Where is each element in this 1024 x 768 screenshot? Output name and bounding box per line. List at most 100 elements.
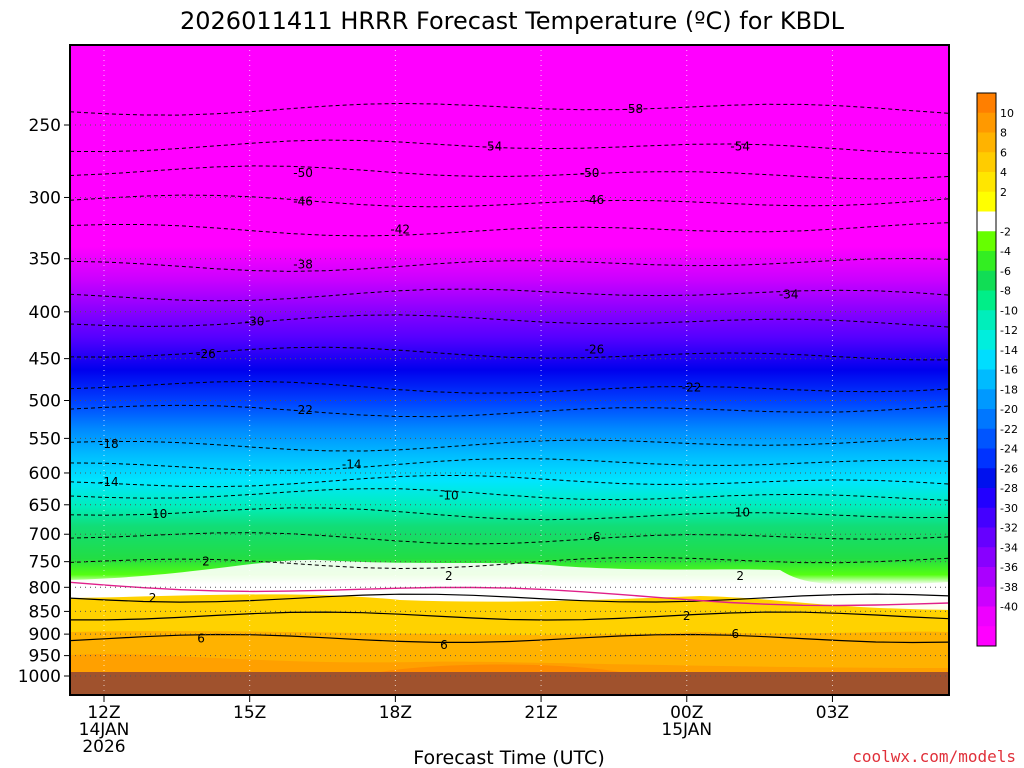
x-tick-label: 18Z bbox=[379, 703, 412, 723]
x-tick-label: 21Z bbox=[524, 703, 557, 723]
grid bbox=[70, 45, 949, 695]
contour-label: 2 bbox=[149, 591, 157, 605]
colorbar-label: -18 bbox=[1000, 383, 1018, 396]
contour-label: -50 bbox=[580, 166, 600, 180]
y-tick-label: 350 bbox=[29, 250, 61, 270]
contour-label: -22 bbox=[293, 403, 313, 417]
contour-label: 2 bbox=[202, 555, 210, 569]
y-tick-label: 400 bbox=[29, 303, 61, 323]
x-axis-label: Forecast Time (UTC) bbox=[413, 747, 604, 768]
colorbar-swatch bbox=[977, 132, 996, 153]
contour-label: 6 bbox=[440, 638, 448, 652]
x-tick-label: 03Z bbox=[816, 703, 849, 723]
colorbar-swatch bbox=[977, 310, 996, 331]
y-tick-label: 950 bbox=[29, 647, 61, 667]
warm-pocket bbox=[380, 664, 620, 672]
colorbar-label: -14 bbox=[1000, 344, 1018, 357]
contour-label: -58 bbox=[624, 102, 644, 116]
contour-label: -34 bbox=[779, 288, 799, 302]
colorbar-swatch bbox=[977, 389, 996, 410]
contour-label: -26 bbox=[585, 343, 605, 357]
colorbar-label: -20 bbox=[1000, 403, 1018, 416]
colorbar-frame bbox=[976, 92, 997, 647]
y-tick-label: 650 bbox=[29, 496, 61, 516]
colorbar-swatch bbox=[977, 112, 996, 133]
contour-labels: -58 -54 -54 -50 -50 -46 -46 -42 -38 -34 -30 -26 -26 -… bbox=[99, 102, 798, 652]
chart-title: 2026011411 HRRR Forecast Temperature (ºC… bbox=[180, 7, 845, 35]
contour-label: -14 bbox=[342, 457, 362, 471]
x-tick-label: 12Z bbox=[87, 703, 120, 723]
y-tick-label: 250 bbox=[29, 116, 61, 136]
isotherm-solid bbox=[70, 593, 949, 603]
colorbar-label: -22 bbox=[1000, 423, 1018, 436]
y-tick-label: 500 bbox=[29, 392, 61, 412]
colorbar-swatch bbox=[977, 428, 996, 449]
colorbar-label: -26 bbox=[1000, 462, 1018, 475]
colorbar-swatch bbox=[977, 448, 996, 469]
contour-label: -26 bbox=[196, 347, 216, 361]
colorbar-swatch bbox=[977, 231, 996, 252]
colorbar-label: 2 bbox=[1000, 186, 1007, 199]
contour-label: -30 bbox=[245, 315, 265, 329]
colorbar-swatch bbox=[977, 172, 996, 193]
colorbar-swatch bbox=[977, 586, 996, 607]
isotherm-solid bbox=[70, 611, 949, 621]
y-tick-label: 850 bbox=[29, 602, 61, 622]
colorbar-swatch bbox=[977, 93, 996, 114]
y-tick-label: 450 bbox=[29, 350, 61, 370]
contour-label: 2 bbox=[683, 609, 691, 623]
colorbar-swatch bbox=[977, 211, 996, 232]
plot-frame bbox=[69, 44, 950, 696]
plot-area bbox=[70, 45, 949, 695]
colorbar-label: -10 bbox=[1000, 304, 1018, 317]
colorbar-swatch bbox=[977, 349, 996, 370]
colorbar-label: -4 bbox=[1000, 245, 1011, 258]
colorbar-swatch bbox=[977, 468, 996, 489]
colorbar-label: -36 bbox=[1000, 561, 1018, 574]
contour-label: 6 bbox=[732, 627, 740, 641]
colorbar-swatch bbox=[977, 409, 996, 430]
colorbar-label: 10 bbox=[1000, 107, 1014, 120]
x-tick-label: 14JAN bbox=[79, 720, 130, 740]
colorbar-swatch bbox=[977, 251, 996, 272]
colorbar-label: 4 bbox=[1000, 166, 1007, 179]
y-tick-label: 550 bbox=[29, 429, 61, 449]
colorbar-label: -24 bbox=[1000, 443, 1018, 456]
contour-label: 6 bbox=[197, 632, 205, 646]
contour-label: -22 bbox=[682, 381, 702, 395]
y-tick-label: 300 bbox=[29, 188, 61, 208]
ground-layer bbox=[70, 672, 949, 695]
colorbar-swatch bbox=[977, 152, 996, 173]
colorbar-label: -28 bbox=[1000, 482, 1018, 495]
colorbar-swatch bbox=[977, 330, 996, 351]
isotherm-solid bbox=[70, 633, 949, 644]
x-tick-label: 00Z bbox=[670, 703, 703, 723]
x-tick-label: 15Z bbox=[233, 703, 266, 723]
colorbar-swatch bbox=[977, 270, 996, 291]
contour-label: -54 bbox=[730, 140, 750, 154]
colorbar-swatch bbox=[977, 290, 996, 311]
contour-label: 2 bbox=[445, 569, 453, 583]
colorbar-label: 8 bbox=[1000, 127, 1007, 140]
colorbar-swatch bbox=[977, 626, 996, 647]
colorbar-label: -6 bbox=[1000, 265, 1011, 278]
contour-label: -18 bbox=[99, 437, 119, 451]
y-tick-label: 750 bbox=[29, 553, 61, 573]
x-tick-label: 2026 bbox=[82, 737, 125, 757]
colorbar-swatch bbox=[977, 567, 996, 588]
contour-label: -38 bbox=[293, 257, 313, 271]
colorbar: 10 8 6 4 2 -2 -4 -6 -8 -10 -12 -14 -16 -18 -20 -22 -24 -2… bbox=[976, 92, 1018, 647]
colorbar-swatch bbox=[977, 369, 996, 390]
contour-label: -10 bbox=[730, 506, 750, 520]
contour-label: 2 bbox=[736, 569, 744, 583]
colorbar-label: -12 bbox=[1000, 324, 1018, 337]
freezing-line bbox=[70, 581, 949, 607]
colorbar-swatch bbox=[977, 488, 996, 509]
contour-label: -46 bbox=[585, 193, 605, 207]
y-tick-label: 600 bbox=[29, 464, 61, 484]
isotherm-contours bbox=[70, 102, 949, 644]
credit-link[interactable]: coolwx.com/models bbox=[852, 747, 1016, 766]
colorbar-label: -2 bbox=[1000, 225, 1011, 238]
